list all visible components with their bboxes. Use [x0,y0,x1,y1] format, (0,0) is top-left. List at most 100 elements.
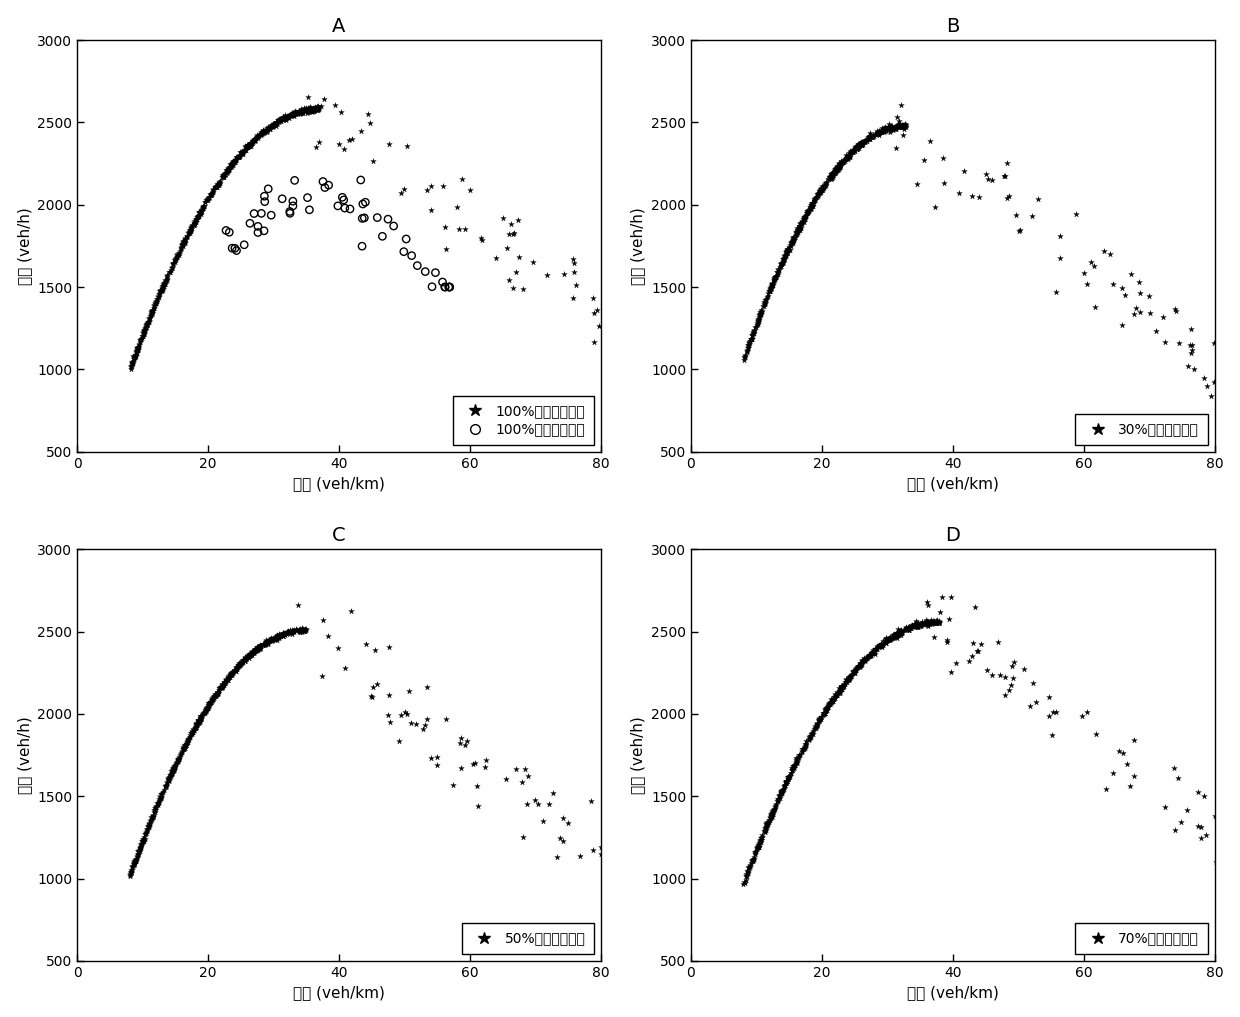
Point [790,219,810,235]
Point [184,722,203,738]
Point [1180,337,1200,353]
Point [186,717,206,733]
Point [342,131,362,147]
Point [196,702,216,718]
Point [904,617,924,634]
Point [768,793,787,810]
Point [176,736,196,753]
Point [366,642,386,658]
Point [1169,335,1189,351]
Point [130,840,150,856]
Point [202,182,222,198]
Point [144,801,164,818]
Point [274,111,294,127]
Point [807,187,827,203]
Point [120,868,140,884]
Point [177,229,197,245]
Point [859,647,879,663]
Point [1096,781,1116,797]
Point [156,273,176,289]
Point [760,281,780,297]
Point [875,635,895,651]
Point [289,622,309,639]
Point [911,614,931,631]
Point [763,805,782,822]
Point [875,121,895,137]
Point [413,721,433,737]
Point [852,655,872,671]
Point [920,613,940,630]
Point [265,630,285,646]
Point [771,785,791,801]
Point [174,738,193,755]
Point [303,103,322,119]
Point [761,278,781,294]
Point [141,305,161,321]
Point [600,339,620,355]
Point [837,673,857,690]
Point [397,138,417,155]
Point [764,272,784,288]
Point [851,655,870,671]
Point [193,199,213,216]
Point [890,626,910,643]
Point [233,652,253,668]
Point [867,125,887,141]
Point [401,715,420,731]
Point [832,680,852,697]
Point [869,123,889,139]
Point [182,219,202,235]
Point [1216,834,1236,850]
Point [916,613,936,630]
Point [810,183,830,199]
Point [823,167,843,183]
Point [777,773,797,789]
Point [191,711,211,727]
Point [181,220,201,236]
Point [830,156,849,172]
Point [755,824,775,840]
Point [750,833,770,849]
Point [861,645,880,661]
Point [810,183,830,199]
Point [185,216,205,232]
Point [777,243,797,259]
Point [186,720,206,736]
Point [272,627,291,644]
Point [801,200,821,217]
Point [275,109,295,125]
Point [831,154,851,170]
Point [308,99,327,115]
Point [1120,778,1140,794]
Point [742,331,761,347]
Point [226,148,246,165]
Point [884,626,904,643]
Point [120,868,140,884]
Point [882,118,901,134]
Point [138,314,157,331]
Point [863,644,883,660]
Point [591,839,611,855]
Point [894,118,914,134]
Y-axis label: 流量 (veh/h): 流量 (veh/h) [630,716,645,794]
Point [174,740,193,757]
Point [300,99,320,115]
Point [813,705,833,721]
Point [175,234,195,250]
Point [286,620,306,637]
Point [928,615,947,632]
Point [218,668,238,684]
Point [888,625,908,642]
Point [516,761,536,777]
Point [122,355,141,371]
Point [790,218,810,234]
Point [498,226,518,242]
Point [839,671,859,687]
Point [372,228,392,244]
Point [993,168,1013,184]
Point [165,252,185,268]
Point [888,118,908,134]
Point [279,108,299,124]
Point [138,317,157,334]
Point [157,266,177,283]
